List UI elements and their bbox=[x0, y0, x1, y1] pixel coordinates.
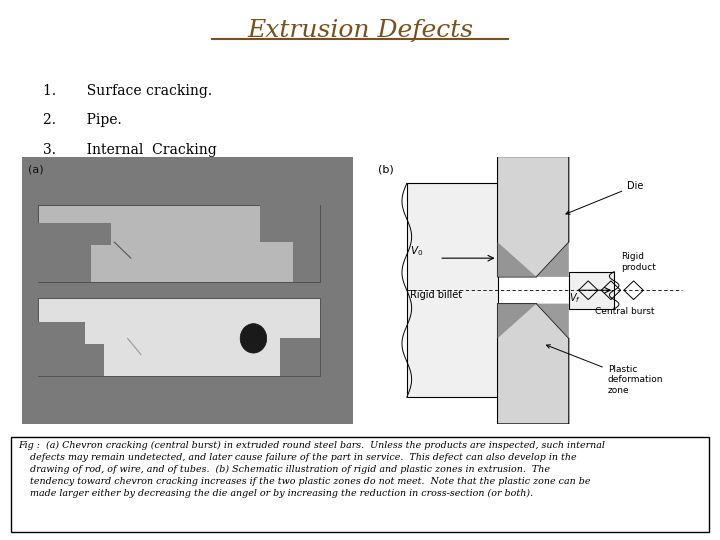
Text: Plastic
deformation
zone: Plastic deformation zone bbox=[546, 345, 663, 395]
Text: Extrusion Defects: Extrusion Defects bbox=[247, 19, 473, 42]
Polygon shape bbox=[498, 303, 569, 339]
Bar bbox=[38, 224, 111, 245]
Text: 3.       Internal  Cracking: 3. Internal Cracking bbox=[43, 143, 217, 157]
Ellipse shape bbox=[240, 323, 266, 353]
Text: Fig :  (a) Chevron cracking (central burst) in extruded round steel bars.  Unles: Fig : (a) Chevron cracking (central burs… bbox=[18, 441, 605, 498]
Text: Central burst: Central burst bbox=[595, 307, 654, 316]
FancyBboxPatch shape bbox=[11, 437, 709, 532]
Bar bbox=[569, 272, 614, 309]
Text: Rigid
product: Rigid product bbox=[621, 252, 655, 272]
Polygon shape bbox=[498, 242, 569, 277]
Bar bbox=[38, 322, 84, 344]
Text: $V_0$: $V_0$ bbox=[410, 244, 423, 258]
Polygon shape bbox=[498, 303, 569, 424]
Bar bbox=[260, 205, 320, 242]
Text: Die: Die bbox=[566, 181, 644, 214]
Text: (b): (b) bbox=[378, 165, 393, 174]
Bar bbox=[38, 205, 320, 282]
Polygon shape bbox=[498, 242, 536, 277]
Text: (a): (a) bbox=[28, 165, 44, 174]
Text: Rigid billet: Rigid billet bbox=[410, 291, 462, 300]
Bar bbox=[38, 344, 104, 376]
Polygon shape bbox=[498, 303, 536, 339]
Bar bbox=[293, 242, 320, 282]
Bar bbox=[407, 184, 498, 397]
Text: $V_f$: $V_f$ bbox=[569, 291, 581, 305]
Text: 1.       Surface cracking.: 1. Surface cracking. bbox=[43, 84, 212, 98]
Polygon shape bbox=[498, 157, 569, 277]
Bar bbox=[38, 245, 91, 282]
Bar bbox=[280, 339, 320, 376]
Bar bbox=[38, 298, 320, 376]
Text: 2.       Pipe.: 2. Pipe. bbox=[43, 113, 122, 127]
